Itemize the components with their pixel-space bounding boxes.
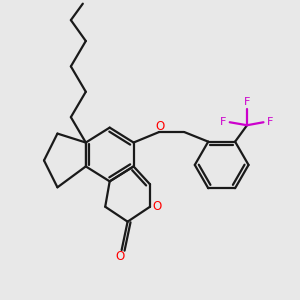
Text: F: F (244, 97, 250, 107)
Text: O: O (153, 200, 162, 213)
Text: F: F (220, 117, 226, 127)
Text: F: F (267, 117, 273, 127)
Text: O: O (155, 120, 164, 133)
Text: O: O (116, 250, 125, 262)
